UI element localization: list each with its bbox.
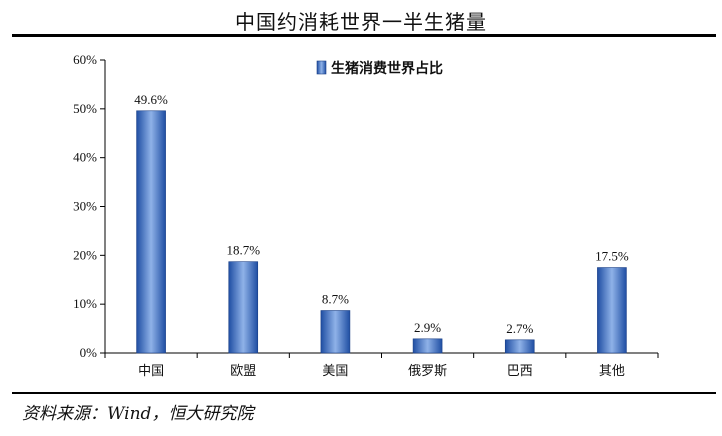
category-label: 中国 — [138, 364, 164, 379]
category-label: 巴西 — [507, 364, 533, 379]
bar — [504, 339, 535, 354]
bar — [412, 338, 443, 354]
y-tick-label: 50% — [73, 101, 97, 116]
source-note: 资料来源：Wind，恒大研究院 — [22, 404, 254, 424]
data-label: 2.7% — [506, 321, 533, 336]
data-label: 18.7% — [226, 243, 260, 258]
bar — [320, 310, 351, 354]
bottom-rule — [12, 392, 716, 394]
bar — [228, 261, 259, 354]
y-tick-label: 60% — [73, 52, 97, 67]
data-label: 2.9% — [414, 320, 441, 335]
top-rule — [12, 34, 716, 37]
data-label: 8.7% — [322, 292, 349, 307]
category-label: 欧盟 — [230, 364, 256, 379]
y-tick-label: 20% — [73, 247, 97, 262]
legend-label: 生猪消费世界占比 — [331, 60, 443, 77]
category-label: 其他 — [599, 364, 625, 379]
y-tick-label: 30% — [73, 199, 97, 214]
bar — [136, 110, 166, 354]
category-label: 俄罗斯 — [408, 364, 447, 379]
category-label: 美国 — [322, 364, 348, 379]
chart-title: 中国约消耗世界一半生猪量 — [235, 10, 487, 34]
data-label: 49.6% — [134, 92, 168, 107]
legend-swatch — [316, 60, 327, 75]
y-tick-label: 0% — [80, 345, 98, 360]
y-tick-label: 40% — [73, 150, 97, 165]
bar — [597, 267, 627, 354]
data-label: 17.5% — [595, 249, 629, 264]
y-tick-label: 10% — [73, 296, 97, 311]
